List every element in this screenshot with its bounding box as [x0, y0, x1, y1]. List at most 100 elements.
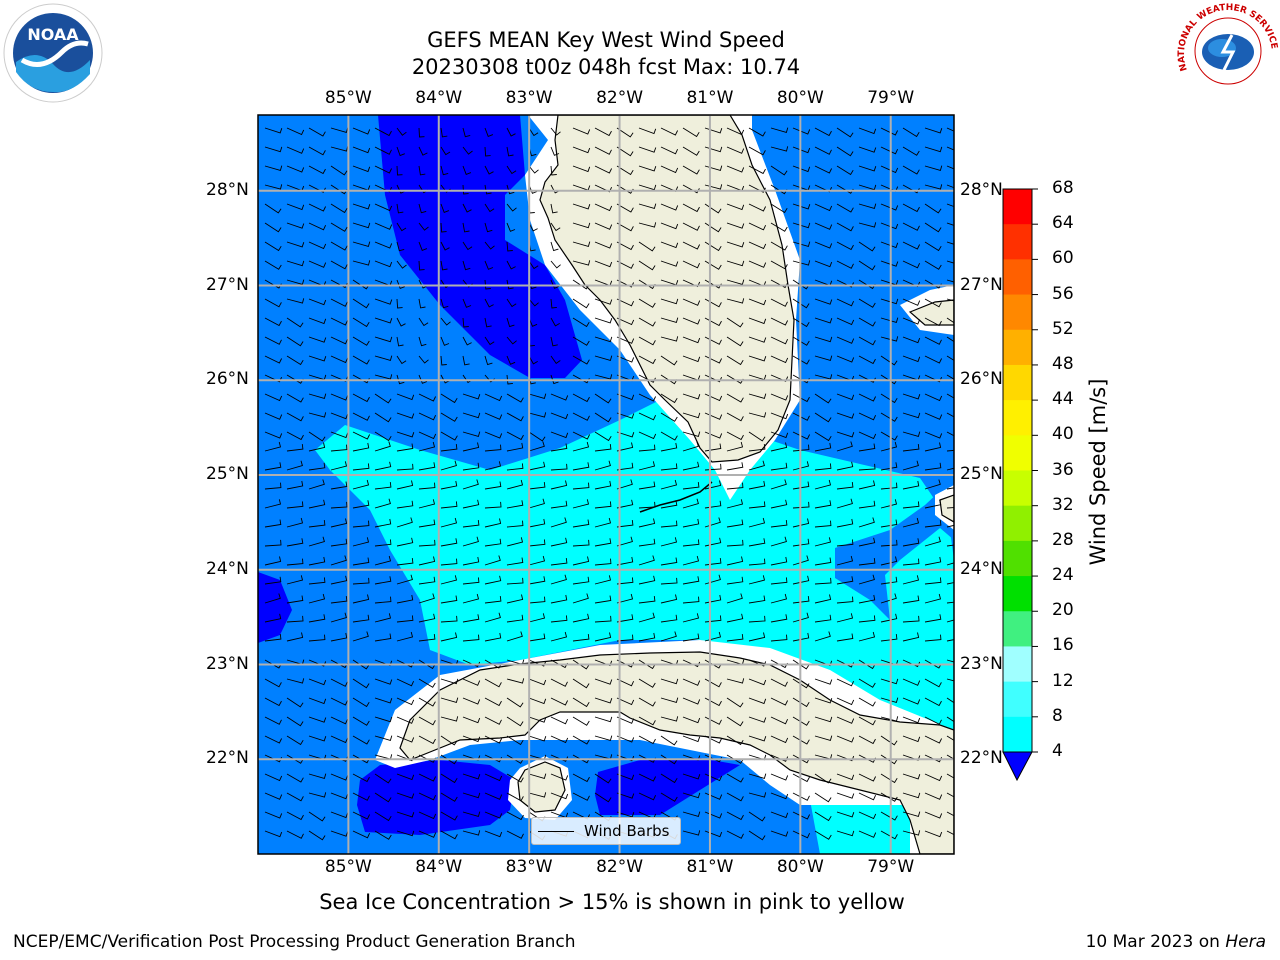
wind-barb — [638, 596, 656, 604]
wind-barb — [616, 412, 635, 419]
wind-barb — [308, 811, 326, 822]
wind-barb — [836, 336, 855, 344]
wind-barb — [792, 203, 811, 210]
wind-barb — [264, 336, 282, 345]
wind-barb — [352, 614, 370, 623]
wind-barb — [572, 697, 590, 708]
wind-barb — [374, 539, 392, 547]
wind-barb — [660, 697, 679, 703]
wind-barb — [616, 203, 634, 213]
wind-barb — [858, 241, 876, 252]
wind-barb — [550, 374, 559, 385]
wind-barb — [418, 165, 426, 176]
wind-barb — [484, 222, 493, 233]
wind-barb — [462, 127, 471, 138]
wind-barb — [638, 336, 656, 346]
lon-label-bottom-4: 81°W — [686, 857, 734, 877]
wind-barb — [858, 443, 876, 452]
wind-barb — [572, 203, 591, 210]
wind-barb — [902, 317, 921, 325]
wind-barb — [484, 393, 503, 402]
wind-barb — [638, 184, 657, 191]
wind-barb — [902, 792, 921, 799]
wind-barb — [462, 165, 472, 175]
wind-barb — [902, 336, 921, 344]
wind-barb — [374, 518, 392, 528]
wind-barb — [902, 298, 921, 306]
wind-barb — [660, 298, 679, 305]
wind-barb — [682, 596, 700, 604]
wind-barb — [484, 461, 502, 471]
wind-barb — [396, 317, 406, 327]
wind-barb — [726, 462, 744, 471]
colorbar-segment-8 — [1003, 470, 1032, 507]
wind-barb — [264, 431, 283, 439]
wind-barb — [924, 593, 942, 604]
wind-barb — [418, 298, 426, 309]
wind-barb — [638, 518, 656, 528]
wind-barb — [880, 830, 898, 840]
wind-barb — [836, 518, 854, 528]
wind-barb — [814, 716, 833, 723]
wind-barb — [770, 165, 788, 176]
wind-barb — [638, 260, 656, 271]
lon-label-top-0: 85°W — [324, 88, 372, 108]
wind-barb — [418, 830, 437, 838]
wind-barb — [418, 593, 435, 604]
wind-barb — [374, 127, 392, 137]
wind-barb — [946, 336, 954, 343]
colorbar-tick-label-4: 52 — [1052, 318, 1074, 339]
wind-barb — [836, 735, 855, 743]
wind-barb — [374, 716, 393, 723]
wind-barb — [726, 556, 744, 566]
wind-barb — [506, 412, 524, 422]
credit-host: Hera — [1225, 932, 1266, 952]
wind-barb — [924, 697, 942, 707]
wind-barb — [462, 593, 480, 604]
wind-barb — [506, 537, 524, 547]
wind-barb — [418, 678, 436, 688]
wind-barb — [374, 613, 392, 623]
wind-barb — [506, 830, 524, 839]
wind-barb — [374, 374, 393, 380]
wind-barb — [286, 203, 305, 211]
wind-barb — [308, 577, 326, 585]
wind-barb — [726, 697, 744, 708]
wind-barb — [682, 498, 699, 509]
wind-barb — [682, 127, 700, 138]
wind-barb — [594, 460, 611, 471]
wind-barb — [638, 355, 656, 365]
colorbar-tick-label-13: 16 — [1052, 635, 1074, 656]
wind-barb — [506, 754, 524, 764]
wind-barb — [264, 222, 282, 233]
wind-barb — [660, 577, 678, 585]
wind-barb — [836, 811, 855, 818]
wind-barb — [308, 716, 327, 723]
wind-barb — [264, 374, 283, 383]
wind-barb — [418, 260, 425, 271]
wind-barb — [462, 536, 479, 547]
wind-barb — [726, 241, 745, 248]
wind-barb — [330, 773, 349, 781]
wind-barb — [418, 556, 436, 566]
wind-barb — [880, 754, 898, 765]
wind-barb — [858, 165, 877, 172]
wind-barb — [374, 431, 392, 442]
wind-barb — [858, 203, 877, 209]
wind-barb — [880, 792, 898, 802]
wind-barb — [484, 501, 502, 509]
wind-barb — [484, 412, 503, 420]
wind-barb — [352, 146, 371, 154]
wind-barb — [946, 279, 954, 283]
wind-barb — [308, 697, 327, 705]
wind-barb — [528, 539, 546, 547]
wind-barb — [792, 336, 810, 346]
wind-barb — [814, 374, 833, 380]
wind-barb — [374, 184, 393, 193]
wind-barb — [352, 830, 371, 839]
wind-barb — [572, 576, 590, 585]
colorbar-tick-label-8: 36 — [1052, 459, 1074, 480]
wind-barb — [792, 518, 810, 528]
wind-barb — [374, 355, 393, 361]
wind-barb — [264, 482, 282, 490]
